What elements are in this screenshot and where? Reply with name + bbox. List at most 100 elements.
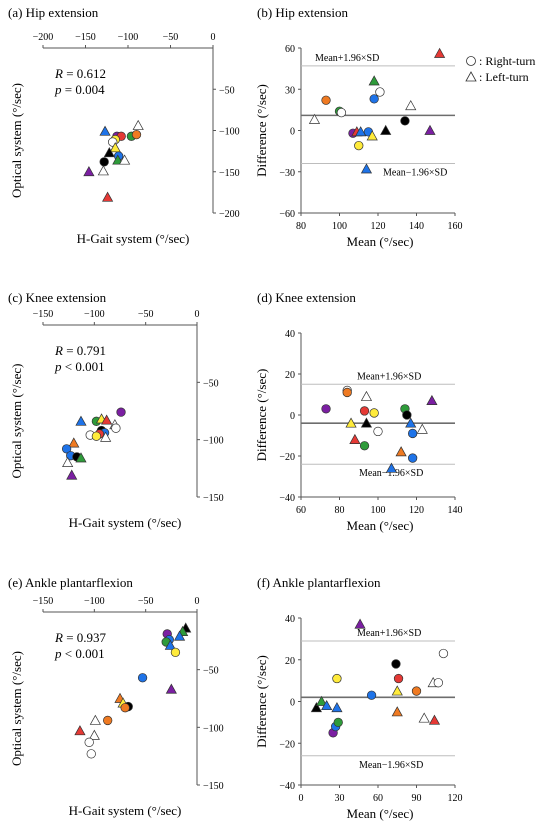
data-point-triangle — [88, 729, 100, 740]
data-point-triangle — [360, 417, 373, 428]
y-tick-label: −50 — [203, 378, 219, 389]
data-point-circle — [359, 406, 370, 416]
p-value: = 0.004 — [62, 82, 106, 97]
data-point-triangle — [99, 125, 111, 136]
data-point-circle — [408, 453, 418, 463]
x-axis-label: H-Gait system (°/sec) — [69, 515, 182, 530]
x-tick-label: 0 — [195, 309, 200, 320]
data-point-circle — [137, 673, 148, 683]
x-axis-label: H-Gait system (°/sec) — [69, 803, 182, 818]
x-tick-label: 0 — [299, 793, 304, 804]
data-point-triangle — [103, 147, 115, 158]
y-tick-label: 60 — [285, 44, 295, 55]
data-point-triangle — [165, 683, 177, 694]
lower-limit-label: Mean−1.96×SD — [359, 468, 423, 479]
p-symbol: p — [54, 82, 62, 97]
data-point-triangle — [100, 431, 112, 442]
x-axis-label: H-Gait system (°/sec) — [77, 231, 190, 246]
data-point-circle — [170, 647, 181, 658]
x-axis-label: Mean (°/sec) — [347, 518, 414, 533]
data-point-circle — [99, 157, 109, 167]
data-point-circle — [103, 715, 113, 726]
data-point-circle — [369, 408, 379, 418]
data-point-circle — [375, 87, 385, 97]
data-point-triangle — [354, 618, 366, 629]
data-point-triangle — [66, 469, 78, 480]
data-point-triangle — [75, 415, 87, 426]
x-tick-label: 0 — [211, 32, 216, 43]
data-point-triangle — [83, 166, 95, 177]
y-axis-label: Optical system (°/sec) — [9, 364, 24, 479]
data-point-triangle — [132, 119, 144, 130]
x-tick-label: 100 — [332, 221, 347, 232]
data-point-triangle — [331, 702, 343, 713]
data-point-circle — [402, 410, 412, 420]
p-value-annotation: p < 0.001 — [54, 359, 105, 374]
data-point-triangle — [308, 113, 321, 124]
p-symbol: p — [54, 646, 62, 661]
legend-left-turn: : Left-turn — [479, 70, 529, 84]
data-point-circle — [391, 659, 401, 669]
x-tick-label: −100 — [84, 309, 105, 320]
p-symbol: p — [54, 359, 62, 374]
data-point-triangle — [424, 124, 436, 135]
x-tick-label: 120 — [448, 793, 463, 804]
p-value-annotation: p < 0.001 — [54, 646, 105, 661]
data-point-triangle — [321, 699, 333, 711]
data-point-triangle — [360, 163, 373, 174]
x-tick-label: 100 — [371, 505, 386, 516]
data-point-triangle — [368, 75, 380, 86]
panel-b: (b) Hip extension 80 100 120 140 160 60 30 0 −30 −… — [254, 5, 463, 249]
y-tick-label: −60 — [279, 209, 295, 220]
x-tick-label: −100 — [118, 32, 139, 43]
x-tick-label: −50 — [163, 32, 179, 43]
data-point-circle — [369, 94, 379, 104]
data-point-triangle — [315, 695, 328, 706]
lower-limit-label: Mean−1.96×SD — [359, 760, 423, 771]
data-point-triangle — [164, 639, 176, 650]
data-point-triangle — [62, 456, 74, 467]
panel-title: (f) Ankle plantarflexion — [257, 575, 381, 590]
y-tick-label: 0 — [290, 127, 295, 138]
data-point-triangle — [385, 462, 398, 473]
data-point-circle — [336, 107, 347, 118]
data-point-circle — [433, 678, 443, 688]
y-axis-label: Optical system (°/sec) — [9, 83, 24, 198]
data-point-circle — [354, 140, 364, 151]
legend-triangle-marker — [465, 71, 477, 82]
x-tick-label: 60 — [296, 505, 306, 516]
x-tick-label: −150 — [33, 309, 54, 320]
data-point-triangle — [418, 712, 430, 723]
x-tick-label: 120 — [409, 505, 424, 516]
data-point-triangle — [366, 130, 378, 141]
r-value: = 0.791 — [63, 343, 106, 358]
y-tick-label: −100 — [203, 723, 224, 734]
legend-right-turn: : Right-turn — [479, 54, 535, 68]
r-value-annotation: R = 0.791 — [54, 343, 106, 358]
y-tick-label: 0 — [290, 698, 295, 709]
x-tick-label: −100 — [84, 596, 105, 607]
y-tick-label: −200 — [219, 209, 240, 220]
r-symbol: R — [54, 630, 63, 645]
data-point-circle — [438, 648, 449, 659]
data-point-triangle — [101, 414, 113, 425]
panel-a: (a) Hip extension −200 −150 −100 −50 0 −50 −100… — [8, 5, 240, 246]
data-point-triangle — [345, 417, 357, 428]
x-tick-label: 0 — [195, 596, 200, 607]
p-value: < 0.001 — [62, 646, 105, 661]
data-point-triangle — [360, 390, 373, 401]
x-tick-label: −50 — [138, 309, 154, 320]
x-axis-label: Mean (°/sec) — [347, 234, 414, 249]
x-tick-label: −150 — [75, 32, 96, 43]
upper-limit-label: Mean+1.96×SD — [357, 628, 421, 639]
data-point-triangle — [426, 394, 438, 405]
p-value: < 0.001 — [62, 359, 105, 374]
data-point-circle — [111, 423, 121, 433]
data-point-circle — [131, 129, 142, 140]
y-tick-label: −50 — [219, 85, 235, 96]
data-point-circle — [359, 441, 370, 451]
panel-e: (e) Ankle plantarflexion −150 −100 −50 0 −50 −… — [8, 575, 224, 818]
data-point-triangle — [68, 437, 80, 448]
